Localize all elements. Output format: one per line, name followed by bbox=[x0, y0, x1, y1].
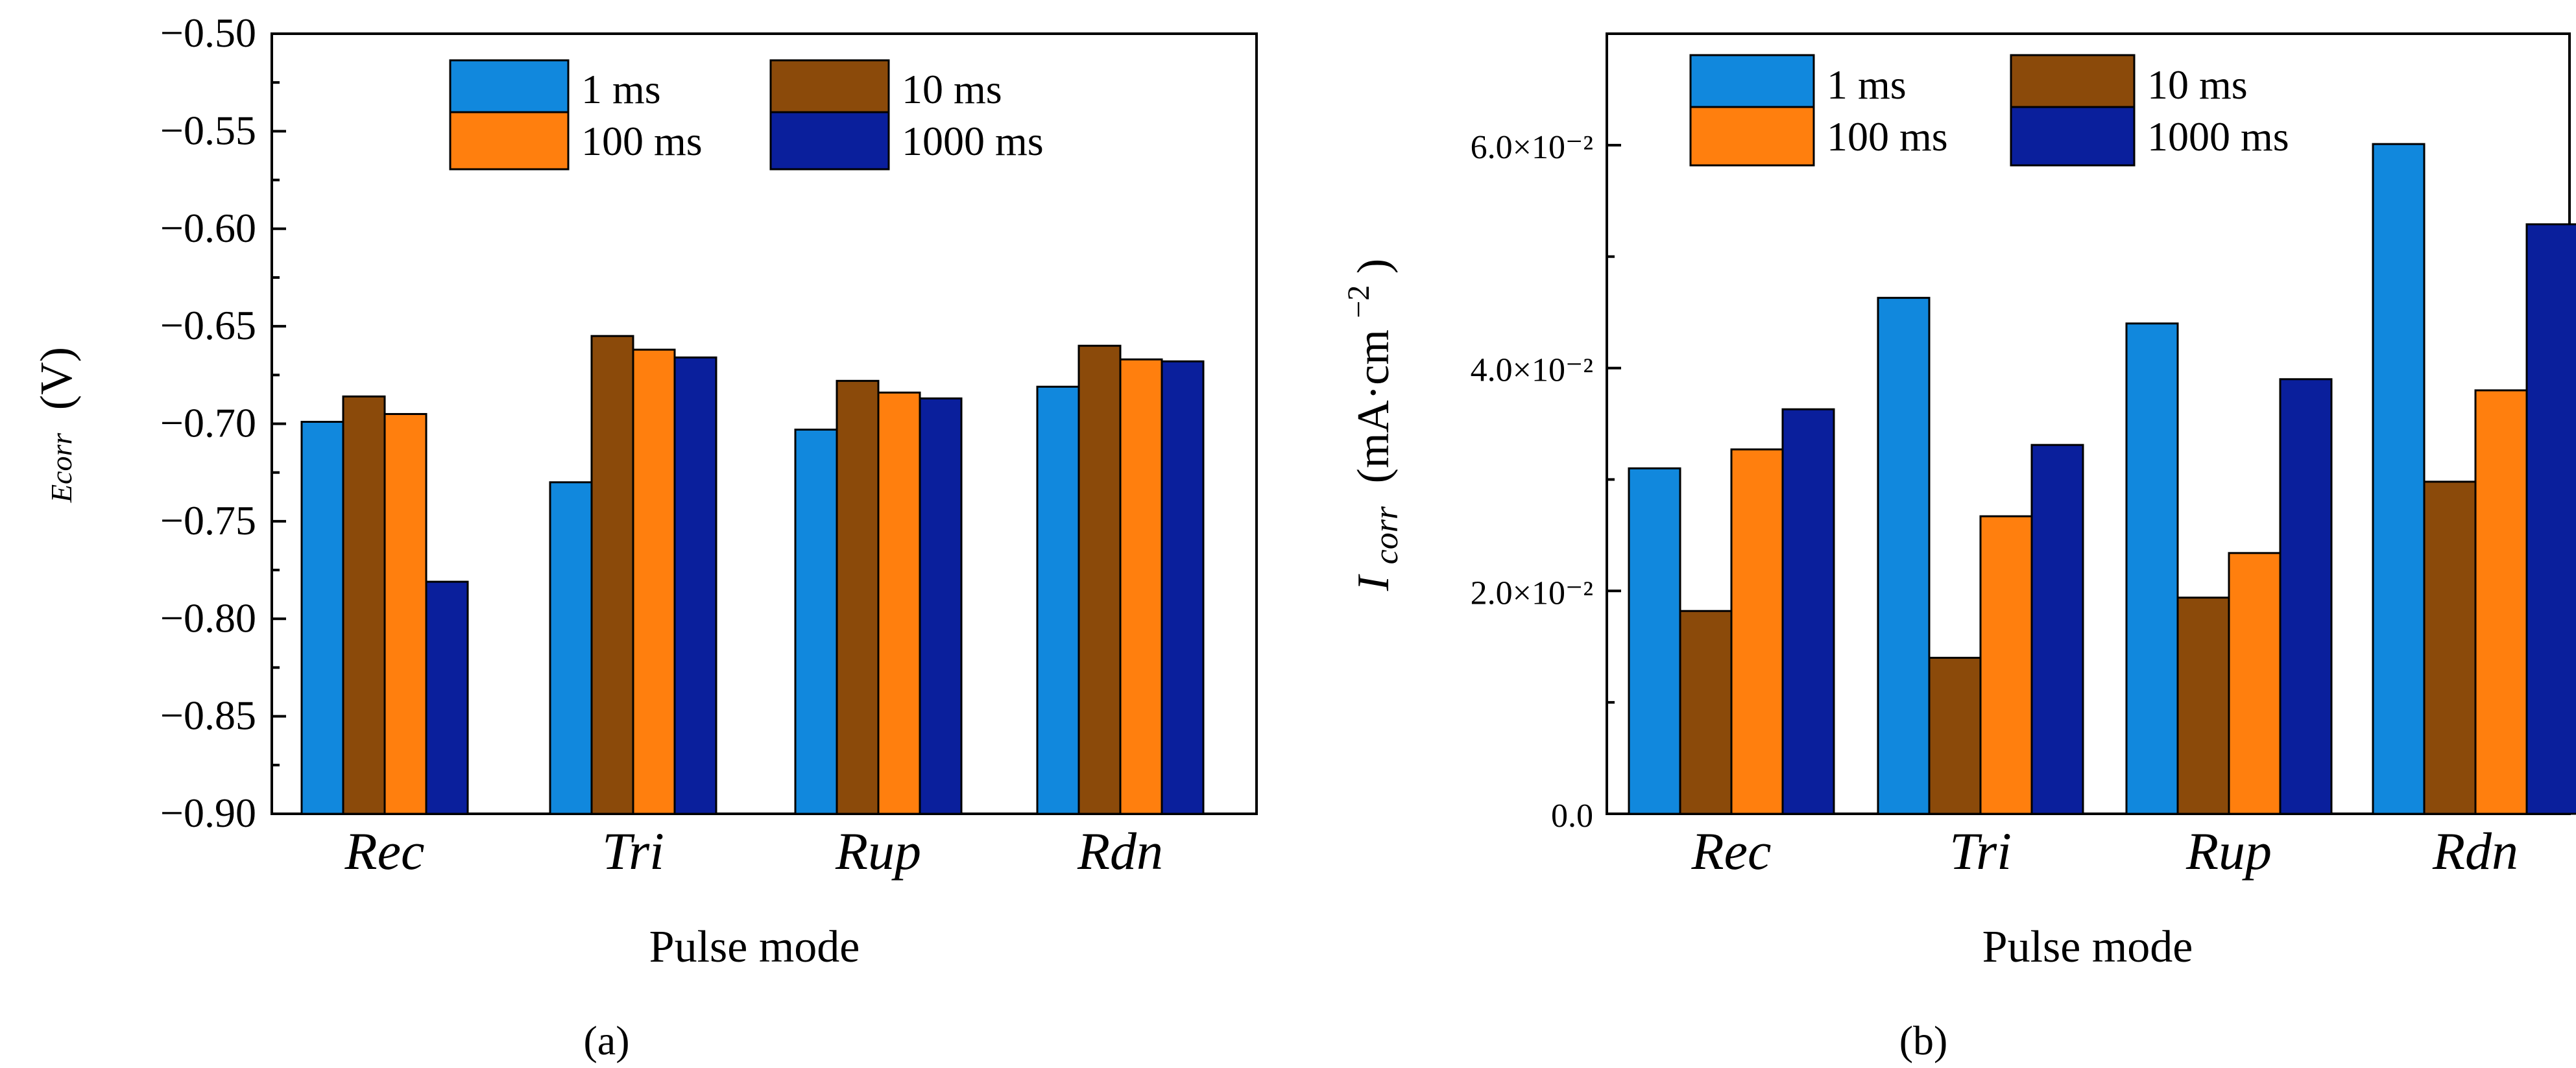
legend-label-1ms: 1 ms bbox=[581, 66, 661, 112]
bar-rec-1ms bbox=[300, 420, 344, 815]
y-tick-label-a: −0.60 bbox=[160, 205, 256, 251]
legend-swatch-10ms bbox=[2010, 54, 2136, 115]
legend-swatch-1000ms bbox=[2010, 106, 2136, 167]
bar-rec-100ms bbox=[1730, 448, 1784, 815]
y-tick-label-b: 2.0×10⁻² bbox=[1471, 575, 1593, 611]
y-tick-label-a: −0.65 bbox=[160, 302, 256, 348]
bar-rec-1000ms bbox=[1781, 408, 1835, 815]
legend-label-10ms: 10 ms bbox=[902, 66, 1002, 112]
x-category-label-rec: Rec bbox=[1691, 822, 1772, 881]
x-category-label-rec: Rec bbox=[344, 822, 425, 881]
y-tick-label-b: 6.0×10⁻² bbox=[1471, 129, 1593, 166]
bar-tri-100ms bbox=[632, 348, 676, 815]
y-tick-label-a: −0.70 bbox=[160, 400, 256, 446]
bar-rup-1ms bbox=[2125, 322, 2179, 815]
bar-tri-1ms bbox=[549, 481, 593, 815]
chart-panel-a: −0.50 −0.55 −0.60 −0.65 −0.70 −0.75 −0.80 −0.85… bbox=[32, 10, 1258, 1063]
bars-b bbox=[1628, 143, 2576, 815]
x-axis-title-a: Pulse mode bbox=[649, 922, 860, 972]
legend-label-1000ms: 1000 ms bbox=[902, 118, 1044, 164]
legend-swatch-10ms bbox=[769, 59, 890, 119]
y-axis-title-sub-b: corr bbox=[1368, 506, 1405, 564]
y-tick-label-a: −0.85 bbox=[160, 693, 256, 739]
bar-rup-1000ms bbox=[2279, 378, 2333, 815]
legend-b: 1 ms 10 ms 100 ms 1000 ms bbox=[1689, 54, 2289, 167]
y-axis-title-unit-a: (V) bbox=[32, 347, 82, 410]
bar-rup-1ms bbox=[794, 429, 838, 815]
x-category-label-tri: Tri bbox=[1949, 822, 2012, 881]
legend-swatch-1ms bbox=[1689, 54, 1815, 115]
bar-rup-100ms bbox=[2228, 552, 2281, 815]
x-category-label-rdn: Rdn bbox=[2432, 822, 2518, 881]
bar-rec-10ms bbox=[1679, 610, 1733, 815]
bar-rec-1ms bbox=[1628, 467, 1681, 815]
legend-label-100ms: 100 ms bbox=[1827, 113, 1948, 160]
x-category-labels-b: Rec Tri Rup Rdn bbox=[1691, 822, 2518, 881]
legend-label-10ms: 10 ms bbox=[2147, 62, 2248, 108]
panel-label-b: (b) bbox=[1899, 1017, 1948, 1063]
x-category-labels-a: Rec Tri Rup Rdn bbox=[344, 822, 1163, 881]
bar-tri-1000ms bbox=[673, 356, 717, 815]
y-axis-ticks-a: −0.50 −0.55 −0.60 −0.65 −0.70 −0.75 −0.80 −0.85… bbox=[160, 10, 286, 836]
y-tick-label-b: 4.0×10⁻² bbox=[1471, 352, 1593, 389]
bar-rdn-100ms bbox=[1119, 358, 1163, 815]
bar-tri-1000ms bbox=[2030, 444, 2084, 815]
y-tick-label-a: −0.55 bbox=[160, 107, 256, 153]
bar-rdn-1ms bbox=[2372, 143, 2426, 815]
bar-rdn-100ms bbox=[2474, 389, 2528, 815]
bar-tri-100ms bbox=[1979, 515, 2033, 815]
y-axis-title-b: I corr (mA·cm −2 ) bbox=[1329, 259, 1408, 591]
x-category-label-rup: Rup bbox=[2185, 822, 2272, 881]
bars-a bbox=[300, 335, 1205, 815]
panel-label-a: (a) bbox=[583, 1017, 629, 1063]
y-tick-label-a: −0.50 bbox=[160, 10, 256, 56]
bar-rdn-1000ms bbox=[1161, 360, 1205, 815]
legend-label-1000ms: 1000 ms bbox=[2147, 113, 2289, 160]
bar-tri-1ms bbox=[1877, 296, 1931, 815]
x-category-label-tri: Tri bbox=[602, 822, 664, 881]
bar-tri-10ms bbox=[590, 335, 634, 815]
legend-label-100ms: 100 ms bbox=[581, 118, 703, 164]
x-axis-title-b: Pulse mode bbox=[1982, 922, 2193, 972]
legend-swatch-1000ms bbox=[769, 111, 890, 171]
y-axis-title-a: Ecorr (V) bbox=[32, 347, 82, 503]
bar-rdn-1ms bbox=[1036, 385, 1080, 815]
bar-rec-10ms bbox=[342, 395, 386, 815]
bar-rec-100ms bbox=[383, 412, 427, 815]
y-axis-title-main-b: I bbox=[1349, 573, 1399, 591]
bar-rup-100ms bbox=[877, 391, 921, 815]
legend-swatch-100ms bbox=[1689, 106, 1815, 167]
y-axis-title-close-b: ) bbox=[1349, 259, 1399, 274]
legend-label-1ms: 1 ms bbox=[1827, 62, 1907, 108]
legend-a: 1 ms 10 ms 100 ms 1000 ms bbox=[449, 59, 1044, 171]
y-tick-label-a: −0.80 bbox=[160, 595, 256, 641]
y-tick-label-a: −0.90 bbox=[160, 790, 256, 836]
x-category-label-rup: Rup bbox=[835, 822, 921, 881]
bar-rdn-10ms bbox=[2423, 481, 2477, 815]
y-tick-label-b: 0.0 bbox=[1551, 798, 1593, 835]
y-axis-ticks-b: 0.0 2.0×10⁻² 4.0×10⁻² 6.0×10⁻² bbox=[1471, 32, 1621, 835]
bar-rup-10ms bbox=[836, 379, 880, 815]
x-category-label-rdn: Rdn bbox=[1077, 822, 1163, 881]
bar-rdn-10ms bbox=[1077, 344, 1122, 815]
bar-rdn-1000ms bbox=[2525, 223, 2576, 815]
bar-rup-10ms bbox=[2176, 597, 2230, 815]
legend-swatch-1ms bbox=[449, 59, 570, 119]
y-axis-title-main-a: Ecorr bbox=[45, 433, 78, 503]
chart-panel-b: 0.0 2.0×10⁻² 4.0×10⁻² 6.0×10⁻² Rec Tri Rup Rdn… bbox=[1329, 32, 2576, 1063]
y-tick-label-a: −0.75 bbox=[160, 497, 256, 543]
y-axis-title-sup-b: −2 bbox=[1342, 285, 1376, 318]
bar-tri-10ms bbox=[1928, 656, 1982, 815]
y-axis-title-unit-b: (mA·cm bbox=[1349, 329, 1399, 483]
bar-rec-1000ms bbox=[425, 580, 469, 815]
legend-swatch-100ms bbox=[449, 111, 570, 171]
bar-rup-1000ms bbox=[919, 397, 963, 815]
